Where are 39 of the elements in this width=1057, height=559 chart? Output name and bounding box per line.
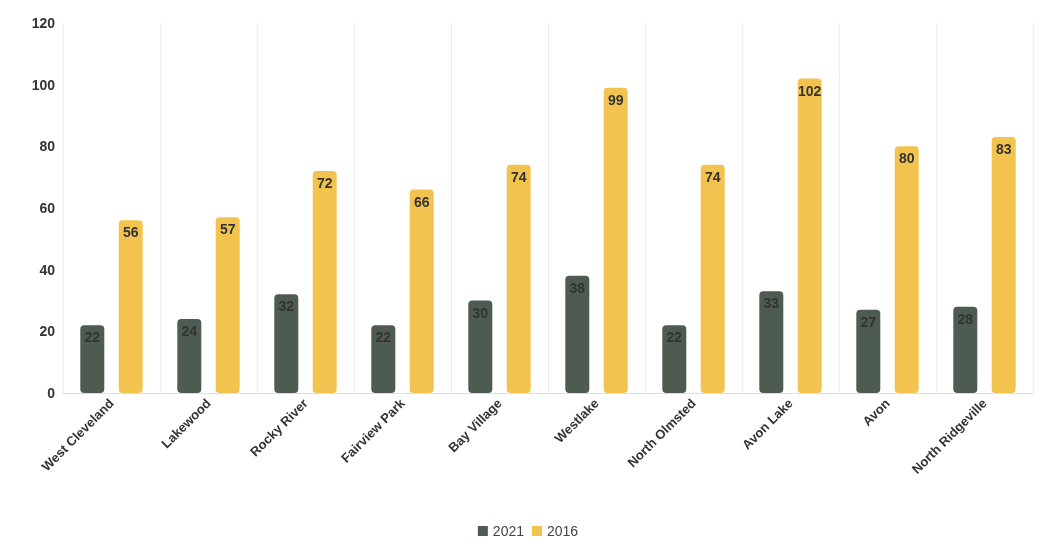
data-label: 57: [219, 221, 236, 238]
y-tick-label: 20: [39, 323, 56, 340]
data-label: 72: [316, 175, 333, 191]
data-label: 56: [122, 224, 139, 241]
bar: [468, 300, 493, 393]
y-tick-label: 0: [47, 385, 56, 401]
data-label: 74: [704, 168, 721, 185]
bar: [506, 164, 531, 393]
data-label: 66: [413, 193, 430, 210]
data-label: 102: [798, 82, 822, 99]
y-tick-label: 120: [31, 15, 56, 31]
y-tick-label: 40: [39, 261, 56, 278]
bar: [662, 325, 687, 393]
bar: [856, 309, 881, 393]
bar: [894, 146, 919, 393]
bar: [215, 217, 240, 393]
bar: [565, 275, 590, 393]
y-tick-label: 100: [31, 76, 56, 93]
bar: [274, 294, 299, 393]
bar: [759, 291, 784, 393]
data-label: 83: [995, 141, 1012, 158]
bar: [991, 137, 1016, 393]
data-label: 74: [510, 168, 527, 185]
bar: [700, 164, 725, 393]
bar: [312, 171, 337, 393]
y-tick-label: 60: [39, 200, 56, 216]
data-label: 80: [898, 150, 915, 167]
legend-label: 2016: [547, 523, 579, 539]
bar: [371, 325, 396, 393]
bar: [409, 189, 434, 393]
data-label: 99: [607, 91, 624, 108]
bar: [603, 87, 628, 393]
bar: [953, 306, 978, 393]
bar: [797, 78, 822, 393]
bar: [177, 319, 202, 393]
legend-label: 2021: [492, 523, 525, 539]
bar: [118, 220, 143, 393]
y-tick-label: 80: [39, 138, 56, 155]
bar: [80, 325, 105, 393]
